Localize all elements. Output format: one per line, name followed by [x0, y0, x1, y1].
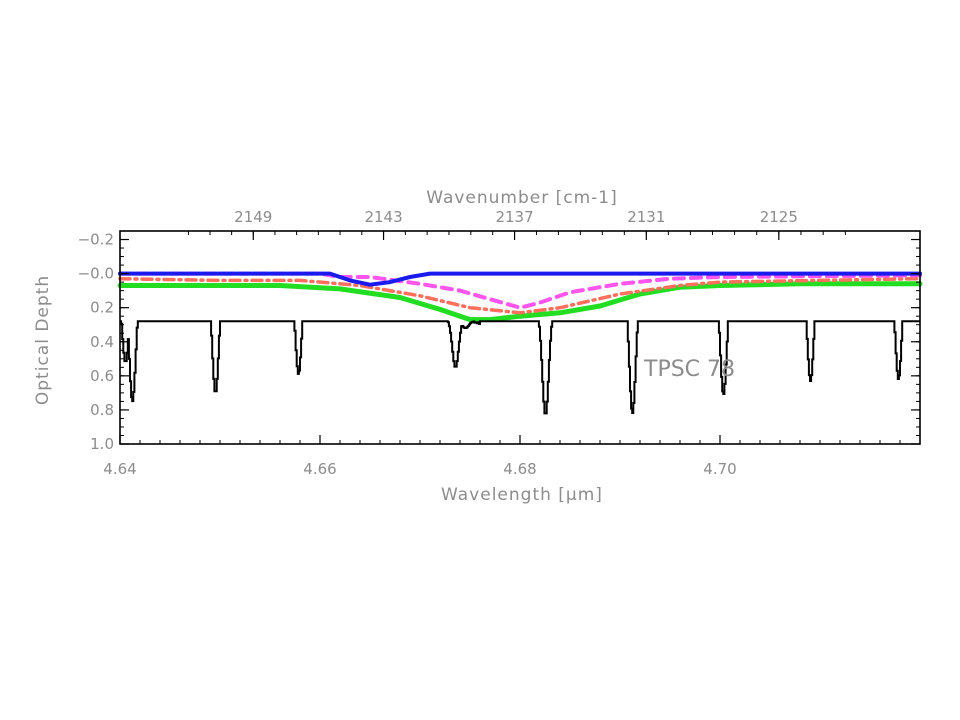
y-tick-label: 0.6: [90, 367, 114, 385]
y-tick-label: 0.4: [90, 333, 114, 351]
y-tick-label: 1.0: [90, 435, 114, 453]
axis-layer: 4.64 4.66 4.68 4.70 −0.2 −0.0 0.2 0.4 0.6 0.8 1.0 2…: [78, 208, 921, 478]
y-tick-label: 0.2: [90, 299, 114, 317]
top-tick-label: 2125: [760, 208, 798, 226]
series-line-2: [118, 271, 922, 287]
top-axis-title: Wavenumber [cm-1]: [426, 188, 618, 208]
series-line-1: [117, 281, 923, 323]
y-tick-label: −0.0: [78, 265, 114, 283]
y-tick-label: 0.8: [90, 401, 114, 419]
top-tick-label: 2149: [234, 208, 272, 226]
x-tick-label: 4.66: [303, 460, 336, 478]
top-tick-label: 2143: [364, 208, 402, 226]
series-line-4: [118, 276, 922, 315]
top-tick-label: 2137: [495, 208, 533, 226]
series-layer: [117, 271, 923, 415]
x-tick-label: 4.68: [503, 460, 536, 478]
x-tick-label: 4.64: [103, 460, 136, 478]
series-line-0: [120, 320, 920, 415]
y-axis-title: Optical Depth: [33, 275, 53, 405]
top-tick-label: 2131: [627, 208, 665, 226]
x-axis-title: Wavelength [μm]: [441, 485, 603, 505]
y-tick-label: −0.2: [78, 231, 114, 249]
x-tick-label: 4.70: [703, 460, 736, 478]
source-annotation: TPSC 78: [643, 357, 735, 382]
